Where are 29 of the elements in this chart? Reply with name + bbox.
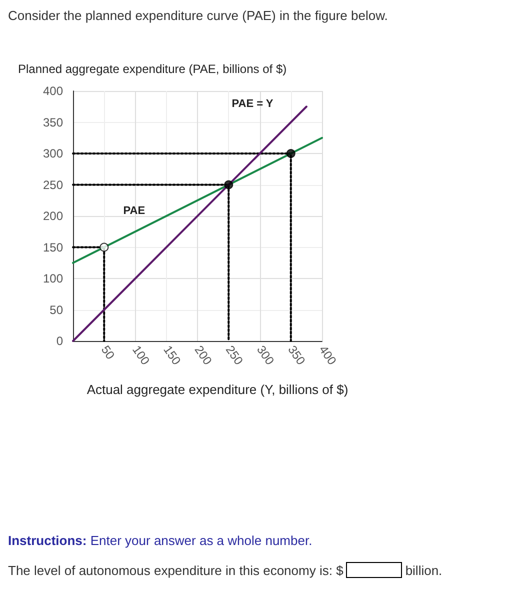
x-tick-label: 300	[254, 342, 278, 368]
text: billion.	[405, 562, 442, 578]
point	[100, 242, 109, 252]
x-tick-label: 400	[316, 342, 340, 368]
x-tick-label: 50	[98, 342, 118, 362]
y-tick-label: 50	[50, 302, 64, 317]
y-tick-label: 0	[56, 334, 64, 348]
point	[286, 149, 296, 158]
x-tick-label: 100	[130, 342, 153, 368]
text: Enter your answer as a whole number.	[90, 533, 312, 548]
y-tick-label: 150	[42, 240, 64, 254]
x-tick-label: 250	[222, 342, 246, 368]
y-axis-title: Planned aggregate expenditure (PAE, billions of $)	[18, 62, 287, 76]
y-tick-label: 100	[42, 272, 64, 286]
series-label: PAE = Y	[232, 98, 274, 110]
series-label: PAE	[123, 205, 146, 218]
text: Instructions:	[8, 533, 87, 548]
point	[224, 180, 234, 190]
y-tick-label: 350	[42, 115, 64, 130]
x-tick-label: 200	[192, 342, 215, 368]
y-tick-label: 400	[42, 84, 64, 98]
y-tick-label: 250	[42, 178, 64, 192]
text: The level of autonomous expenditure in this economy is: $	[8, 562, 344, 578]
y-tick-label: 200	[42, 209, 64, 223]
chart-title: Consider the planned expenditure curve (PAE) in the figure below.	[8, 8, 389, 23]
x-axis-title: Actual aggregate expenditure (Y, billions of $)	[86, 382, 348, 397]
x-tick-label: 150	[160, 342, 184, 368]
y-tick-label: 300	[42, 146, 64, 160]
x-tick-label: 350	[285, 342, 308, 368]
